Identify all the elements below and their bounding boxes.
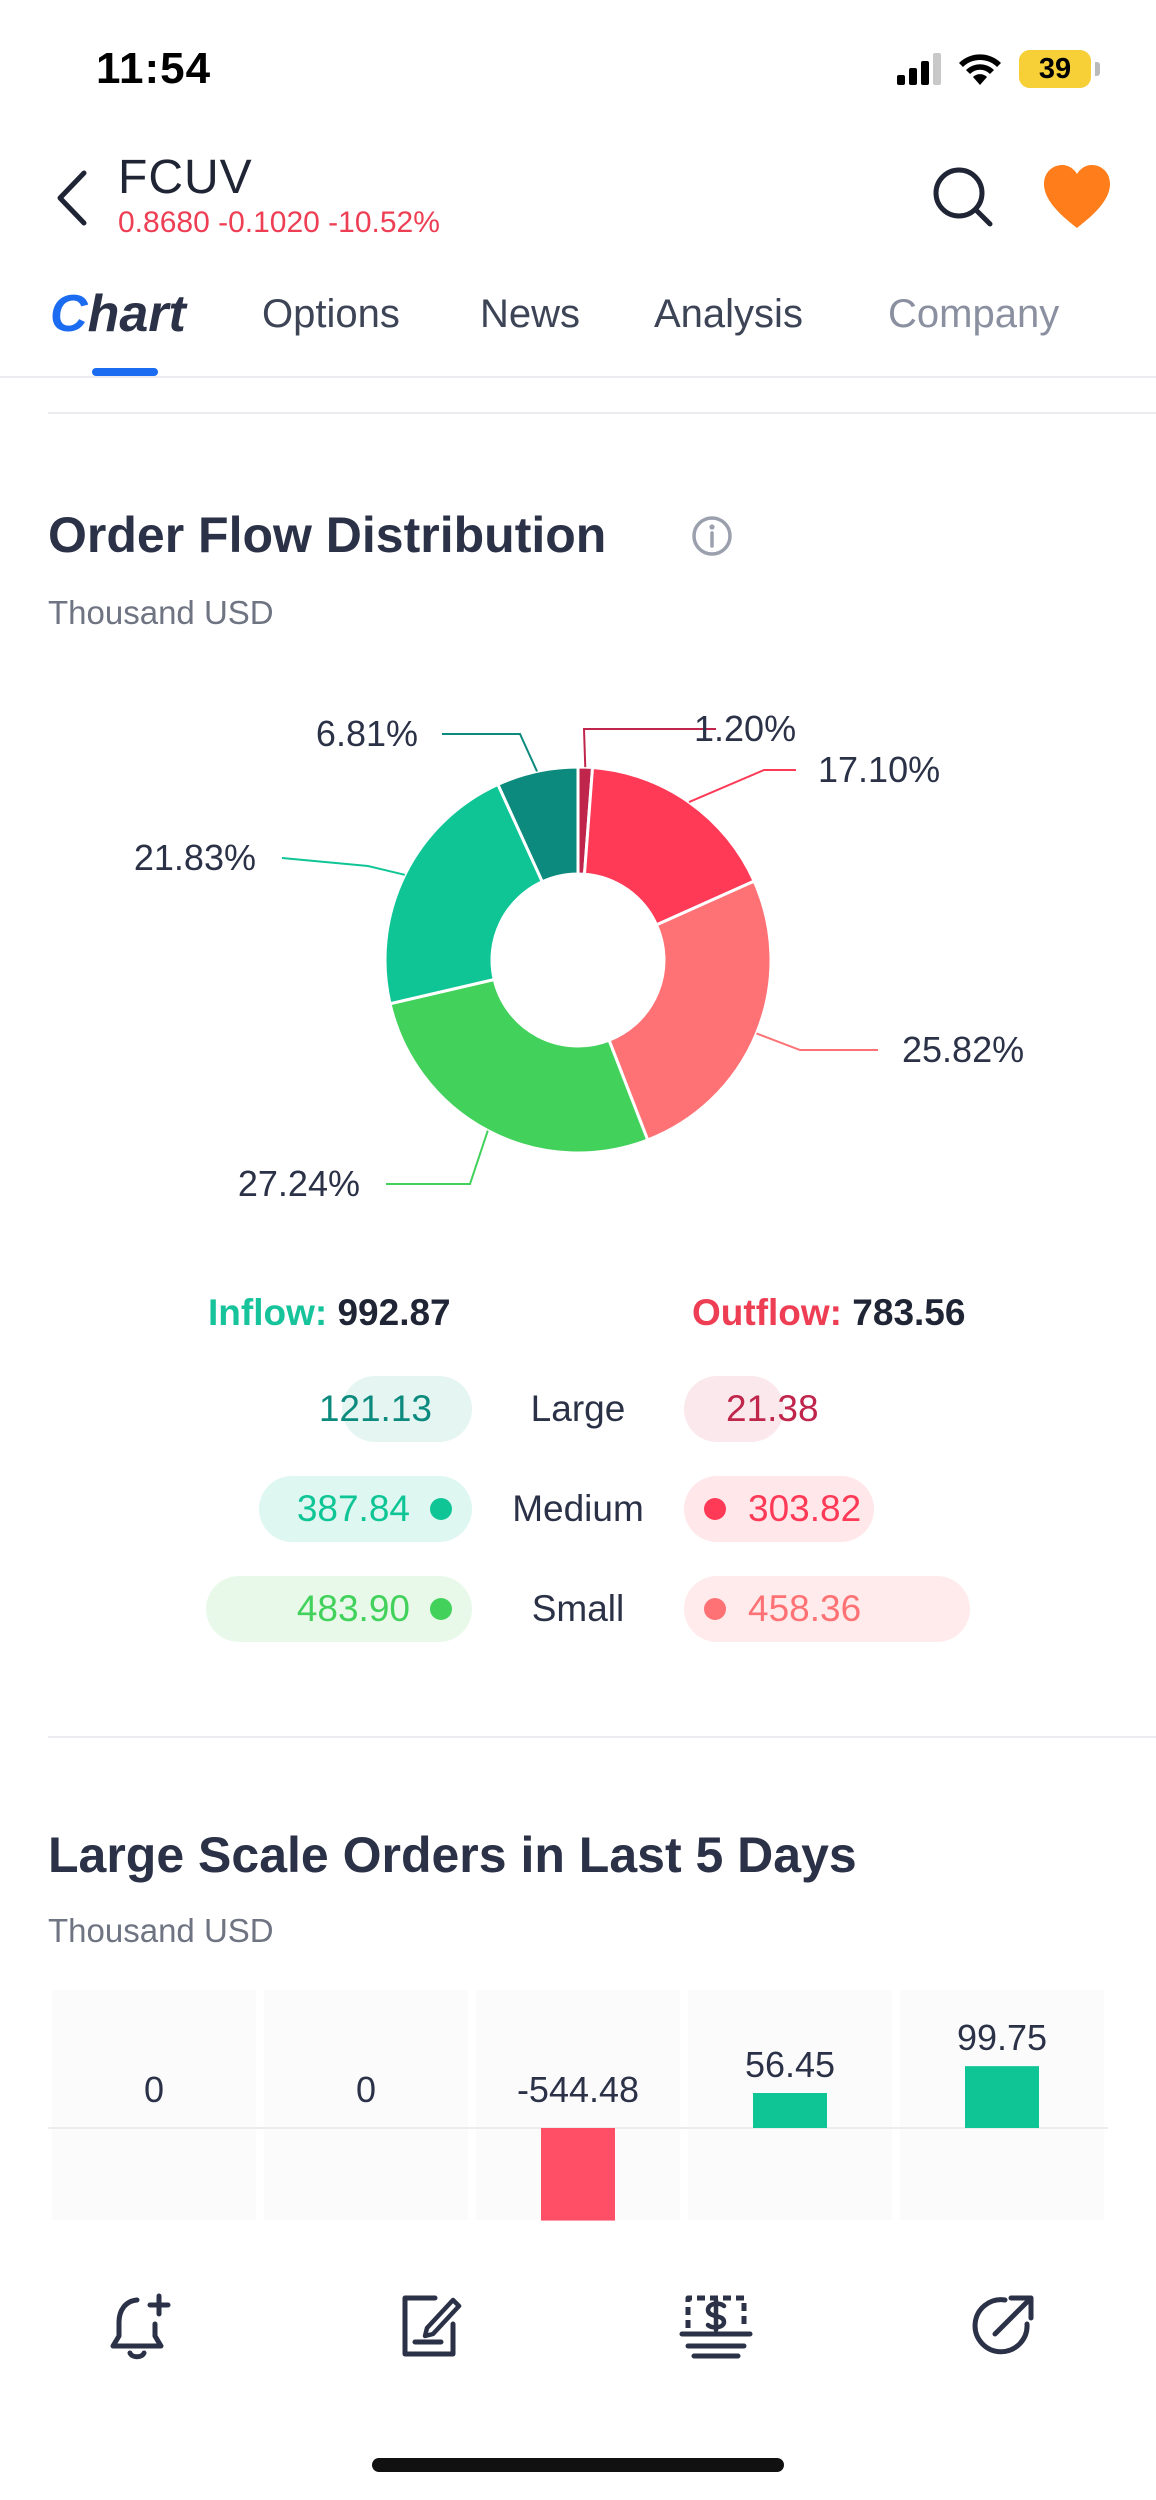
order-flow-title: Order Flow Distribution <box>48 507 607 563</box>
inflow-amount: 483.90 <box>296 1588 410 1629</box>
bell-plus-icon <box>110 2293 171 2360</box>
bar-value-label: -544.48 <box>517 2069 639 2110</box>
heart-icon <box>1044 165 1110 228</box>
tab-chart-initial: C <box>50 285 88 343</box>
inflow-pill: 483.90 <box>206 1576 472 1642</box>
inflow-dot <box>430 1598 452 1620</box>
inflow-amount: 121.13 <box>318 1388 432 1429</box>
outflow-dot <box>704 1498 726 1520</box>
bar-value-label: 0 <box>144 2069 164 2110</box>
search-icon <box>933 167 993 227</box>
wifi-icon <box>959 54 1001 85</box>
order-flow-unit: Thousand USD <box>48 594 274 631</box>
bar-column-bg <box>264 1990 468 2220</box>
back-button[interactable] <box>44 160 100 236</box>
battery-level: 39 <box>1038 52 1072 85</box>
inflow-amount: 387.84 <box>296 1488 410 1529</box>
inflow-pill: 121.13 <box>319 1376 472 1442</box>
battery-icon: 39 <box>1019 50 1091 88</box>
ticker-quote: 0.8680 -0.1020 -10.52% <box>118 206 440 239</box>
ticker-symbol: FCUV <box>118 151 253 204</box>
donut-slice-label: 27.24% <box>238 1163 360 1204</box>
divider <box>48 412 1156 414</box>
inflow-pill: 387.84 <box>259 1476 472 1542</box>
donut-slice[interactable] <box>582 765 757 927</box>
note-edit-icon <box>402 2295 462 2357</box>
alert-button[interactable] <box>102 2286 182 2366</box>
back-chevron-icon <box>57 170 87 226</box>
flow-row-large: 121.13 Large 21.38 <box>0 1376 1156 1442</box>
favorite-button[interactable] <box>1040 162 1114 232</box>
outflow-label: Outflow: <box>692 1292 843 1333</box>
tab-bar: Chart Options News Analysis Company <box>0 270 1156 378</box>
tab-company[interactable]: Company <box>888 292 1060 336</box>
flow-row-medium: 387.84 Medium 303.82 <box>0 1476 1156 1542</box>
tab-chart[interactable]: Chart <box>50 284 186 344</box>
inflow-total: Inflow: 992.87 <box>208 1292 451 1334</box>
order-size-label: Small <box>531 1588 625 1629</box>
bar[interactable] <box>541 2128 615 2221</box>
order-flow-donut-chart: 1.20% 17.10% 25.82% 27.24% 21.83% 6.81% <box>134 708 1024 1204</box>
note-button[interactable] <box>390 2286 470 2366</box>
outflow-pill: 303.82 <box>684 1476 874 1542</box>
flow-row-small: 483.90 Small 458.36 <box>0 1576 1156 1642</box>
donut-slice-label: 1.20% <box>694 708 796 749</box>
outflow-total: Outflow: 783.56 <box>692 1292 965 1334</box>
stock-header: FCUV 0.8680 -0.1020 -10.52% <box>0 140 1156 270</box>
search-button[interactable] <box>928 162 998 232</box>
tab-chart-label: hart <box>87 285 186 343</box>
status-time: 11:54 <box>96 44 212 93</box>
donut-slice[interactable] <box>495 765 580 884</box>
outflow-value: 783.56 <box>852 1292 966 1333</box>
donut-leader-line <box>281 857 406 876</box>
donut-slice-label: 21.83% <box>134 837 256 878</box>
bar-value-label: 99.75 <box>957 2017 1047 2058</box>
bar-value-label: 56.45 <box>745 2044 835 2085</box>
donut-slice-label: 6.81% <box>316 713 418 754</box>
inflow-value: 992.87 <box>337 1292 451 1333</box>
order-size-label: Medium <box>512 1488 644 1529</box>
donut-slice[interactable] <box>607 879 773 1142</box>
outflow-amount: 458.36 <box>748 1588 862 1629</box>
signal-icon <box>897 53 941 85</box>
divider <box>48 1736 1156 1738</box>
tab-analysis[interactable]: Analysis <box>654 292 803 336</box>
inflow-dot <box>430 1498 452 1520</box>
donut-leader-line <box>688 769 796 804</box>
outflow-amount: 21.38 <box>726 1388 819 1429</box>
bottom-toolbar <box>0 2262 1156 2422</box>
status-bar: 11:54 39 <box>0 0 1156 140</box>
donut-leader-line <box>442 733 538 772</box>
home-indicator <box>372 2458 784 2472</box>
info-icon[interactable] <box>690 514 734 558</box>
tab-news[interactable]: News <box>480 292 581 336</box>
inflow-label: Inflow: <box>208 1292 328 1333</box>
large-orders-unit: Thousand USD <box>48 1912 274 1949</box>
donut-leader-line <box>582 728 716 768</box>
donut-slice-label: 17.10% <box>818 749 940 790</box>
outflow-dot <box>704 1598 726 1620</box>
large-orders-title: Large Scale Orders in Last 5 Days <box>48 1827 857 1883</box>
share-icon <box>972 2295 1034 2355</box>
donut-slice-label: 25.82% <box>902 1029 1024 1070</box>
large-orders-bar-chart: 0 0 -544.48 56.45 99.75 <box>48 1990 1108 2221</box>
tab-options[interactable]: Options <box>262 292 400 336</box>
bar-column-bg <box>52 1990 256 2220</box>
outflow-pill: 458.36 <box>684 1576 970 1642</box>
donut-slice[interactable] <box>383 782 545 1006</box>
share-button[interactable] <box>964 2286 1044 2366</box>
bar[interactable] <box>753 2093 827 2128</box>
outflow-amount: 303.82 <box>748 1488 862 1529</box>
donut-leader-line <box>386 1130 489 1185</box>
dollar-cash-icon <box>679 2295 753 2359</box>
status-icons: 39 <box>897 50 1100 88</box>
tab-active-indicator <box>92 368 158 376</box>
bar-value-label: 0 <box>356 2069 376 2110</box>
outflow-pill: 21.38 <box>684 1376 819 1442</box>
trade-button[interactable] <box>676 2286 756 2366</box>
donut-leader-line <box>756 1032 878 1051</box>
order-size-label: Large <box>530 1388 626 1429</box>
donut-slice[interactable] <box>388 977 650 1155</box>
bar[interactable] <box>965 2066 1039 2128</box>
